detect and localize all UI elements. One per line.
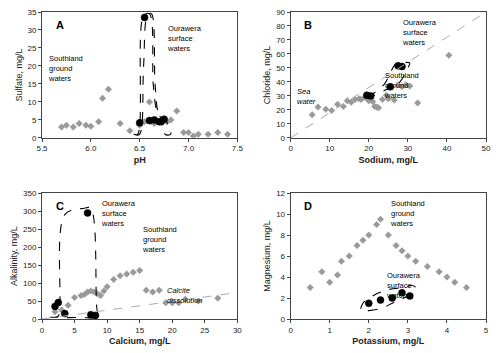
svg-text:5: 5 (32, 116, 37, 125)
svg-text:Chloride, mg/L: Chloride, mg/L (262, 46, 272, 105)
svg-text:12: 12 (276, 189, 285, 198)
svg-text:A: A (56, 19, 64, 31)
svg-text:Calcium, mg/L: Calcium, mg/L (109, 336, 171, 346)
svg-text:0: 0 (281, 134, 286, 143)
svg-text:Southlandgroundwaters: Southlandgroundwaters (142, 225, 177, 254)
svg-text:10: 10 (276, 120, 285, 129)
svg-text:60: 60 (276, 50, 285, 59)
svg-text:0: 0 (32, 134, 37, 143)
svg-text:Southlandgroundwaters: Southlandgroundwaters (390, 199, 425, 228)
svg-text:150: 150 (23, 261, 37, 270)
svg-text:Ourawerasurfacewaters: Ourawerasurfacewaters (167, 24, 202, 53)
svg-text:Calcitedissolution: Calcitedissolution (167, 286, 202, 305)
svg-text:25: 25 (27, 44, 36, 53)
svg-text:0: 0 (281, 315, 286, 324)
svg-text:Sodium, mg/L: Sodium, mg/L (359, 155, 419, 165)
svg-text:Ourawerasurfacewaters: Ourawerasurfacewaters (101, 199, 136, 228)
svg-text:15: 15 (135, 326, 144, 335)
svg-text:100: 100 (23, 279, 37, 288)
svg-text:Sulfate, mg/L: Sulfate, mg/L (14, 48, 24, 101)
svg-text:Potassium, mg/L: Potassium, mg/L (352, 336, 425, 346)
svg-text:7.0: 7.0 (183, 144, 195, 153)
svg-text:pH: pH (134, 155, 146, 165)
svg-text:10: 10 (103, 326, 112, 335)
svg-text:Southlandgroundwaters: Southlandgroundwaters (384, 71, 419, 100)
svg-text:70: 70 (276, 36, 285, 45)
svg-text:300: 300 (23, 207, 37, 216)
svg-text:90: 90 (276, 8, 285, 17)
svg-text:200: 200 (23, 243, 37, 252)
svg-text:2: 2 (281, 294, 286, 303)
svg-text:Southlandgroundwaters: Southlandgroundwaters (48, 54, 83, 83)
svg-text:3: 3 (406, 326, 411, 335)
svg-text:50: 50 (27, 297, 36, 306)
svg-text:Alkalinity, mg/L: Alkalinity, mg/L (9, 226, 19, 286)
svg-text:5: 5 (72, 326, 77, 335)
svg-text:20: 20 (168, 326, 177, 335)
svg-text:0: 0 (288, 144, 293, 153)
svg-text:5: 5 (484, 326, 489, 335)
svg-text:0: 0 (40, 326, 45, 335)
svg-text:50: 50 (482, 144, 491, 153)
svg-text:350: 350 (23, 189, 37, 198)
svg-text:35: 35 (27, 8, 36, 17)
svg-text:20: 20 (276, 106, 285, 115)
svg-text:0: 0 (32, 315, 37, 324)
svg-text:D: D (304, 200, 312, 212)
svg-text:6.5: 6.5 (134, 144, 146, 153)
svg-text:4: 4 (445, 326, 450, 335)
svg-text:Magnesium, mg/L: Magnesium, mg/L (262, 220, 272, 292)
svg-text:30: 30 (276, 92, 285, 101)
svg-text:6: 6 (281, 252, 286, 261)
svg-text:40: 40 (442, 144, 451, 153)
svg-text:25: 25 (200, 326, 209, 335)
svg-text:2: 2 (367, 326, 372, 335)
svg-text:30: 30 (403, 144, 412, 153)
svg-text:15: 15 (27, 80, 36, 89)
svg-text:6.0: 6.0 (85, 144, 97, 153)
svg-text:Seawater: Seawater (297, 87, 316, 106)
svg-text:40: 40 (276, 78, 285, 87)
svg-text:Ourawerasurfacewaters: Ourawerasurfacewaters (386, 271, 421, 300)
svg-text:1: 1 (327, 326, 332, 335)
svg-text:4: 4 (281, 273, 286, 282)
svg-text:80: 80 (276, 22, 285, 31)
svg-text:20: 20 (364, 144, 373, 153)
svg-text:7.5: 7.5 (232, 144, 244, 153)
svg-text:50: 50 (276, 64, 285, 73)
svg-text:0: 0 (288, 326, 293, 335)
svg-text:5.5: 5.5 (36, 144, 48, 153)
svg-text:10: 10 (27, 98, 36, 107)
svg-text:30: 30 (233, 326, 242, 335)
svg-text:B: B (304, 19, 312, 31)
svg-text:Ourawerasurfacewaters: Ourawerasurfacewaters (402, 18, 437, 47)
svg-text:8: 8 (281, 231, 286, 240)
svg-text:20: 20 (27, 62, 36, 71)
svg-text:30: 30 (27, 26, 36, 35)
svg-text:10: 10 (325, 144, 334, 153)
svg-text:250: 250 (23, 225, 37, 234)
svg-text:10: 10 (276, 210, 285, 219)
svg-text:C: C (56, 200, 64, 212)
